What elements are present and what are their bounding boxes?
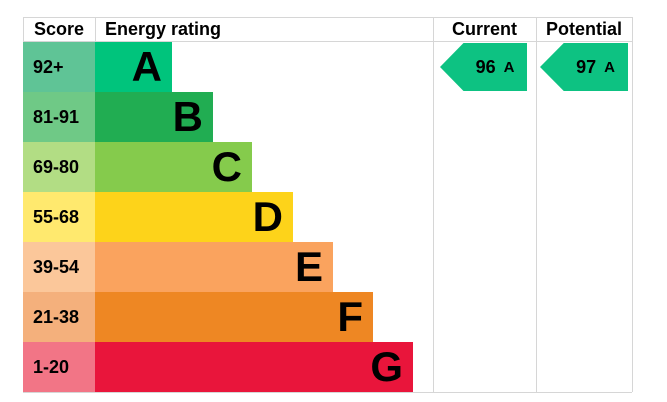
band-bar-b: B — [95, 92, 213, 142]
band-bar-d: D — [95, 192, 293, 242]
grid-bottom-border — [23, 392, 632, 393]
grid-header-underline — [23, 41, 632, 42]
current-rating-value: 96 — [475, 56, 496, 77]
grid-top-border — [23, 17, 632, 18]
band-score-g: 1-20 — [23, 342, 95, 392]
band-bar-e: E — [95, 242, 333, 292]
grid-right-border — [632, 17, 633, 392]
band-score-b: 81-91 — [23, 92, 95, 142]
potential-rating-band: A — [604, 58, 615, 76]
potential-column-header: Potential — [545, 19, 622, 39]
band-score-c: 69-80 — [23, 142, 95, 192]
potential-rating-arrow: 97 A — [540, 43, 628, 91]
band-bar-c: C — [95, 142, 252, 192]
band-score-f: 21-38 — [23, 292, 95, 342]
current-rating-band: A — [503, 58, 515, 76]
band-score-d: 55-68 — [23, 192, 95, 242]
band-score-e: 39-54 — [23, 242, 95, 292]
current-rating-arrow: 96 A — [440, 43, 527, 91]
band-bar-a: A — [95, 42, 172, 92]
score-column-header: Score — [33, 19, 85, 39]
band-bar-g: G — [95, 342, 413, 392]
grid-current-divider — [433, 17, 434, 392]
band-score-a: 92+ — [23, 42, 95, 92]
grid-score-divider — [95, 17, 96, 42]
energy-rating-column-header: Energy rating — [105, 19, 222, 39]
potential-rating-value: 97 — [576, 56, 597, 77]
current-column-header: Current — [451, 19, 517, 39]
grid-potential-divider — [536, 17, 537, 392]
band-bar-f: F — [95, 292, 373, 342]
